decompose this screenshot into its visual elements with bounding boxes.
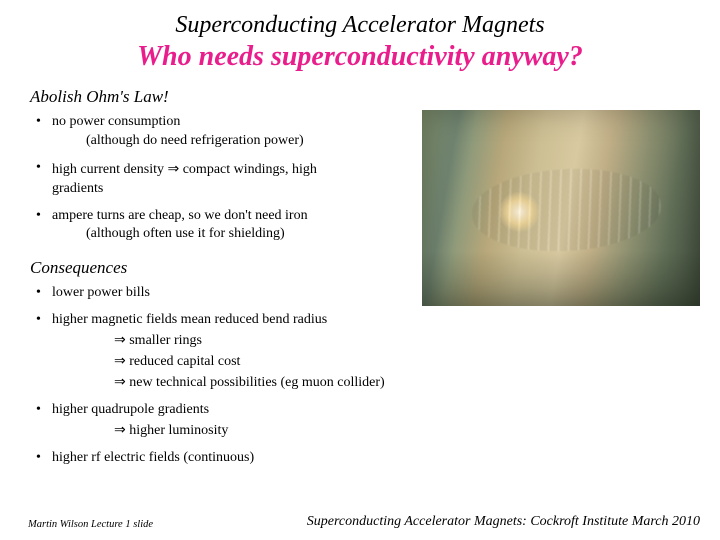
bullet-1-line1: no power consumption [52, 114, 180, 129]
cons-1-text: lower power bills [52, 285, 150, 300]
cons-2-sub2: ⇒ reduced capital cost [52, 351, 668, 372]
cons-2-sub1: ⇒ smaller rings [52, 330, 668, 351]
arrow-icon: ⇒ [114, 373, 126, 389]
title: Who needs superconductivity anyway? [28, 41, 692, 73]
cons-3-sub1-text: higher luminosity [126, 423, 229, 438]
bullet-list-1: no power consumption (although do need r… [34, 113, 448, 244]
cons-2-sub1-text: smaller rings [126, 333, 202, 348]
cons-2: higher magnetic fields mean reduced bend… [34, 311, 668, 393]
bullet-3-line1: ampere turns are cheap, so we don't need… [52, 208, 308, 223]
bullet-list-2: lower power bills higher magnetic fields… [34, 284, 668, 467]
bullets-group-2: lower power bills higher magnetic fields… [28, 284, 668, 467]
arrow-icon: ⇒ [114, 331, 126, 347]
cons-2-sub3: ⇒ new technical possibilities (eg muon c… [52, 372, 668, 393]
footer: Martin Wilson Lecture 1 slide Supercondu… [28, 514, 700, 530]
bullet-2-line1b: compact windings, high [179, 162, 317, 177]
cons-2-sub3-text: new technical possibilities (eg muon col… [126, 375, 385, 390]
slide: Superconducting Accelerator Magnets Who … [0, 0, 720, 540]
bullets-group-1: no power consumption (although do need r… [28, 113, 448, 244]
bullet-2-line2: gradients [52, 181, 103, 196]
cons-3: higher quadrupole gradients ⇒ higher lum… [34, 401, 668, 441]
bullet-3-line2: (although often use it for shielding) [52, 225, 448, 244]
arrow-icon: ⇒ [167, 160, 179, 176]
footer-right: Superconducting Accelerator Magnets: Coc… [307, 514, 700, 530]
supertitle: Superconducting Accelerator Magnets [28, 12, 692, 39]
cons-2-sub2-text: reduced capital cost [126, 354, 241, 369]
bullet-3: ampere turns are cheap, so we don't need… [34, 207, 448, 245]
cons-4: higher rf electric fields (continuous) [34, 449, 668, 468]
cons-4-text: higher rf electric fields (continuous) [52, 450, 254, 465]
accelerator-photo [422, 110, 700, 306]
bullet-2-line1a: high current density [52, 162, 167, 177]
cons-2-line1: higher magnetic fields mean reduced bend… [52, 312, 327, 327]
section-abolish: Abolish Ohm's Law! [30, 87, 692, 107]
arrow-icon: ⇒ [114, 421, 126, 437]
footer-left: Martin Wilson Lecture 1 slide [28, 519, 153, 530]
cons-3-sub1: ⇒ higher luminosity [52, 420, 668, 441]
bullet-2: high current density ⇒ compact windings,… [34, 159, 448, 199]
bullet-1: no power consumption (although do need r… [34, 113, 448, 151]
bullet-1-line2: (although do need refrigeration power) [52, 132, 448, 151]
cons-3-line1: higher quadrupole gradients [52, 402, 209, 417]
arrow-icon: ⇒ [114, 352, 126, 368]
